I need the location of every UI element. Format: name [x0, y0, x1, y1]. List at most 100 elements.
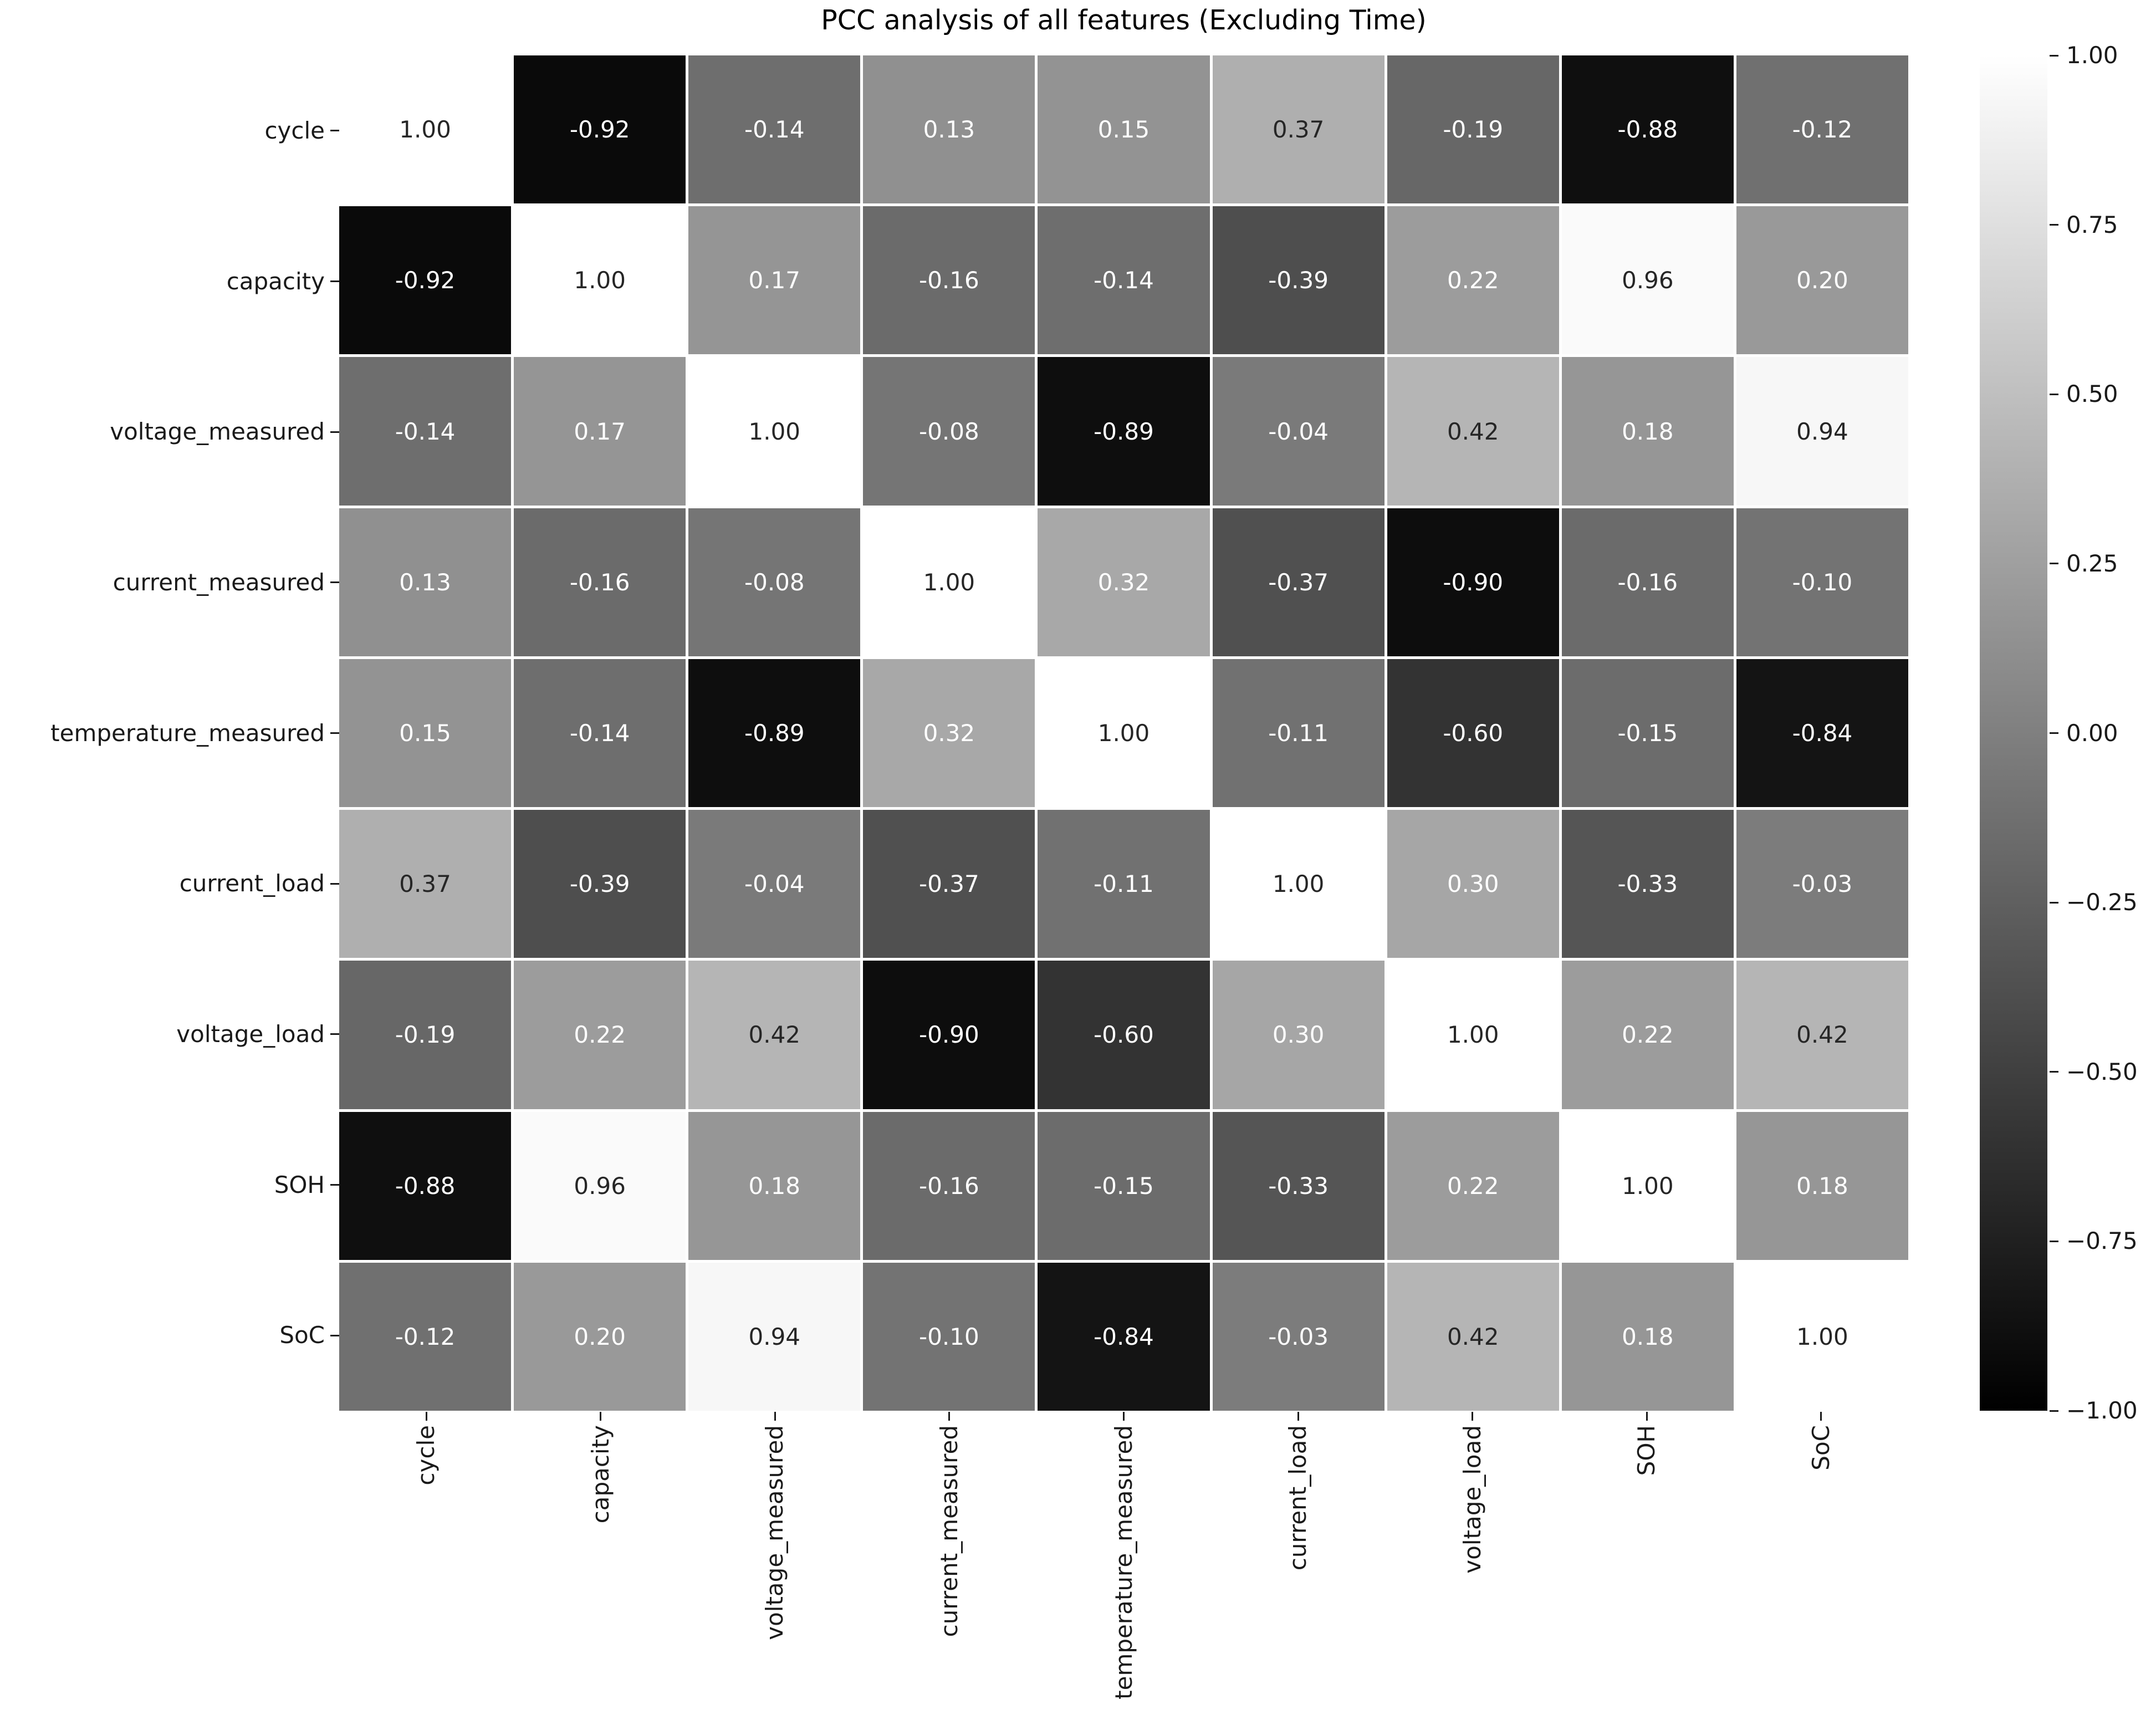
x-tick: [774, 1412, 776, 1421]
x-tick: [1820, 1412, 1822, 1421]
heatmap-cell: -0.11: [1212, 659, 1384, 808]
heatmap-cell: -0.15: [1038, 1111, 1210, 1260]
heatmap-cell: -0.89: [1038, 357, 1210, 506]
heatmap-cell: 0.15: [339, 659, 512, 808]
colorbar-tick-label: 0.25: [2066, 549, 2118, 577]
heatmap-cell: -0.37: [1212, 508, 1384, 656]
heatmap-cell: 0.22: [514, 961, 686, 1109]
heatmap-cell: 0.94: [1736, 357, 1908, 506]
x-axis-label: voltage_load: [1458, 1425, 1486, 1574]
heatmap-cell: 0.96: [514, 1111, 686, 1260]
heatmap-cell: -0.33: [1212, 1111, 1384, 1260]
y-tick: [330, 280, 339, 282]
heatmap-cell: -0.10: [863, 1262, 1035, 1411]
heatmap-cell: 0.17: [514, 357, 686, 506]
heatmap-cell: -0.12: [1736, 55, 1908, 204]
x-axis-label: temperature_measured: [1110, 1425, 1137, 1700]
heatmap-cell: 1.00: [1736, 1262, 1908, 1411]
y-tick: [330, 1334, 339, 1336]
y-axis-label: SOH: [274, 1171, 325, 1198]
heatmap-cell: 0.13: [339, 508, 512, 656]
y-axis-label: temperature_measured: [50, 719, 325, 747]
y-axis-label: cycle: [264, 116, 325, 144]
y-tick: [330, 882, 339, 885]
heatmap-cell: -0.90: [1387, 508, 1559, 656]
colorbar-tick: [2050, 1240, 2058, 1242]
colorbar-tick-label: 0.00: [2066, 719, 2118, 747]
colorbar-tick: [2050, 901, 2058, 904]
heatmap-cell: -0.14: [688, 55, 861, 204]
heatmap-cell: -0.12: [339, 1262, 512, 1411]
y-axis-label: voltage_load: [176, 1020, 325, 1048]
heatmap-cell: -0.14: [514, 659, 686, 808]
x-axis-label: current_measured: [935, 1425, 963, 1637]
colorbar-tick: [2050, 224, 2058, 226]
heatmap-cell: -0.92: [339, 206, 512, 355]
heatmap-cell: -0.90: [863, 961, 1035, 1109]
heatmap-cell: 0.32: [1038, 508, 1210, 656]
heatmap-cell: -0.08: [688, 508, 861, 656]
heatmap-cell: 0.42: [1736, 961, 1908, 1109]
colorbar-tick-label: 1.00: [2066, 42, 2118, 69]
heatmap-cell: -0.03: [1212, 1262, 1384, 1411]
colorbar-tick-label: −0.75: [2066, 1227, 2138, 1255]
heatmap-cell: 0.37: [339, 810, 512, 958]
heatmap-cell: -0.88: [1561, 55, 1734, 204]
y-tick: [330, 1033, 339, 1035]
colorbar-tick-label: −0.50: [2066, 1058, 2138, 1085]
colorbar-tick-label: 0.75: [2066, 211, 2118, 238]
heatmap-cell: -0.14: [1038, 206, 1210, 355]
heatmap-cell: -0.04: [1212, 357, 1384, 506]
heatmap-cell: 0.42: [1387, 1262, 1559, 1411]
heatmap-cell: 1.00: [1038, 659, 1210, 808]
x-axis-label: capacity: [586, 1425, 614, 1524]
x-axis-label: voltage_measured: [761, 1425, 789, 1640]
heatmap-cell: -0.88: [339, 1111, 512, 1260]
heatmap-cell: -0.16: [863, 1111, 1035, 1260]
heatmap-cell: 0.13: [863, 55, 1035, 204]
heatmap-cell: -0.19: [1387, 55, 1559, 204]
heatmap-cell: -0.11: [1038, 810, 1210, 958]
heatmap-cell: -0.16: [863, 206, 1035, 355]
y-tick: [330, 431, 339, 433]
x-tick: [1646, 1412, 1648, 1421]
y-tick: [330, 581, 339, 584]
heatmap-cell: -0.08: [863, 357, 1035, 506]
y-axis-label: capacity: [226, 267, 325, 295]
x-tick: [1297, 1412, 1299, 1421]
x-axis-label: SoC: [1807, 1425, 1835, 1471]
y-axis-label: SoC: [279, 1321, 325, 1349]
heatmap-cell: -0.39: [514, 810, 686, 958]
heatmap-cell: 1.00: [1561, 1111, 1734, 1260]
x-axis-label: cycle: [412, 1425, 440, 1486]
heatmap-cell: -0.15: [1561, 659, 1734, 808]
y-tick: [330, 732, 339, 734]
colorbar-tick: [2050, 563, 2058, 565]
colorbar-gradient: [1980, 55, 2047, 1411]
colorbar-tick: [2050, 393, 2058, 395]
y-tick: [330, 1184, 339, 1186]
heatmap-cell: 1.00: [1212, 810, 1384, 958]
x-axis-label: current_load: [1284, 1425, 1312, 1571]
heatmap-cell: 0.42: [1387, 357, 1559, 506]
heatmap-cell: -0.16: [1561, 508, 1734, 656]
x-tick: [948, 1412, 951, 1421]
heatmap-cell: 0.20: [514, 1262, 686, 1411]
heatmap-cell: -0.19: [339, 961, 512, 1109]
heatmap-cell: 0.22: [1561, 961, 1734, 1109]
heatmap-cell: 1.00: [688, 357, 861, 506]
heatmap-cell: 1.00: [514, 206, 686, 355]
colorbar-tick: [2050, 1410, 2058, 1412]
heatmap-cell: -0.04: [688, 810, 861, 958]
heatmap-cell: -0.16: [514, 508, 686, 656]
heatmap-cell: 1.00: [339, 55, 512, 204]
colorbar-tick-label: −0.25: [2066, 889, 2138, 916]
heatmap-cell: -0.84: [1038, 1262, 1210, 1411]
y-axis-label: voltage_measured: [110, 418, 325, 446]
heatmap-cell: -0.84: [1736, 659, 1908, 808]
heatmap-cell: -0.60: [1387, 659, 1559, 808]
heatmap-cell: 0.18: [1561, 357, 1734, 506]
heatmap-cell: 1.00: [863, 508, 1035, 656]
y-axis-label: current_measured: [113, 568, 325, 596]
